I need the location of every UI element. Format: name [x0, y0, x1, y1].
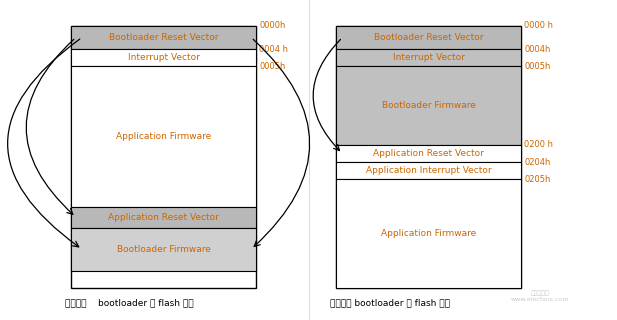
- Bar: [71, 207, 256, 228]
- Text: 0204h: 0204h: [524, 157, 551, 166]
- Text: 0005h: 0005h: [259, 62, 286, 71]
- Bar: [71, 66, 256, 207]
- Text: 方式二： bootloader 在 flash 头部: 方式二： bootloader 在 flash 头部: [330, 298, 450, 307]
- Bar: [336, 26, 521, 288]
- Text: 0000h: 0000h: [259, 21, 286, 30]
- Text: Application Reset Vector: Application Reset Vector: [373, 149, 484, 158]
- Text: 0004 h: 0004 h: [259, 45, 288, 54]
- Text: Bootloader Firmware: Bootloader Firmware: [382, 101, 476, 110]
- Text: Application Firmware: Application Firmware: [381, 229, 476, 238]
- Text: 0000 h: 0000 h: [524, 21, 553, 30]
- Text: Application Reset Vector: Application Reset Vector: [108, 213, 219, 222]
- Bar: [336, 179, 521, 288]
- Text: 方式一：    bootloader 在 flash 底部: 方式一： bootloader 在 flash 底部: [65, 298, 193, 307]
- Text: Bootloader Reset Vector: Bootloader Reset Vector: [374, 33, 484, 42]
- Text: Bootloader Reset Vector: Bootloader Reset Vector: [109, 33, 218, 42]
- Bar: [71, 228, 256, 271]
- Bar: [71, 49, 256, 66]
- Text: Application Interrupt Vector: Application Interrupt Vector: [366, 166, 492, 175]
- Text: Bootloader Firmware: Bootloader Firmware: [117, 245, 210, 254]
- Text: Interrupt Vector: Interrupt Vector: [393, 53, 465, 62]
- Text: 0205h: 0205h: [524, 175, 551, 184]
- Text: 0005h: 0005h: [524, 62, 551, 71]
- Bar: [71, 26, 256, 288]
- Text: Application Firmware: Application Firmware: [116, 132, 211, 141]
- Bar: [336, 145, 521, 162]
- Text: 0004h: 0004h: [524, 45, 551, 54]
- Text: 电子发烧友
www.elecfans.com: 电子发烧友 www.elecfans.com: [511, 290, 569, 302]
- Bar: [336, 26, 521, 49]
- Bar: [336, 66, 521, 145]
- Text: Interrupt Vector: Interrupt Vector: [128, 53, 199, 62]
- Bar: [336, 162, 521, 179]
- Bar: [71, 26, 256, 49]
- Bar: [336, 49, 521, 66]
- Text: 0200 h: 0200 h: [524, 140, 553, 149]
